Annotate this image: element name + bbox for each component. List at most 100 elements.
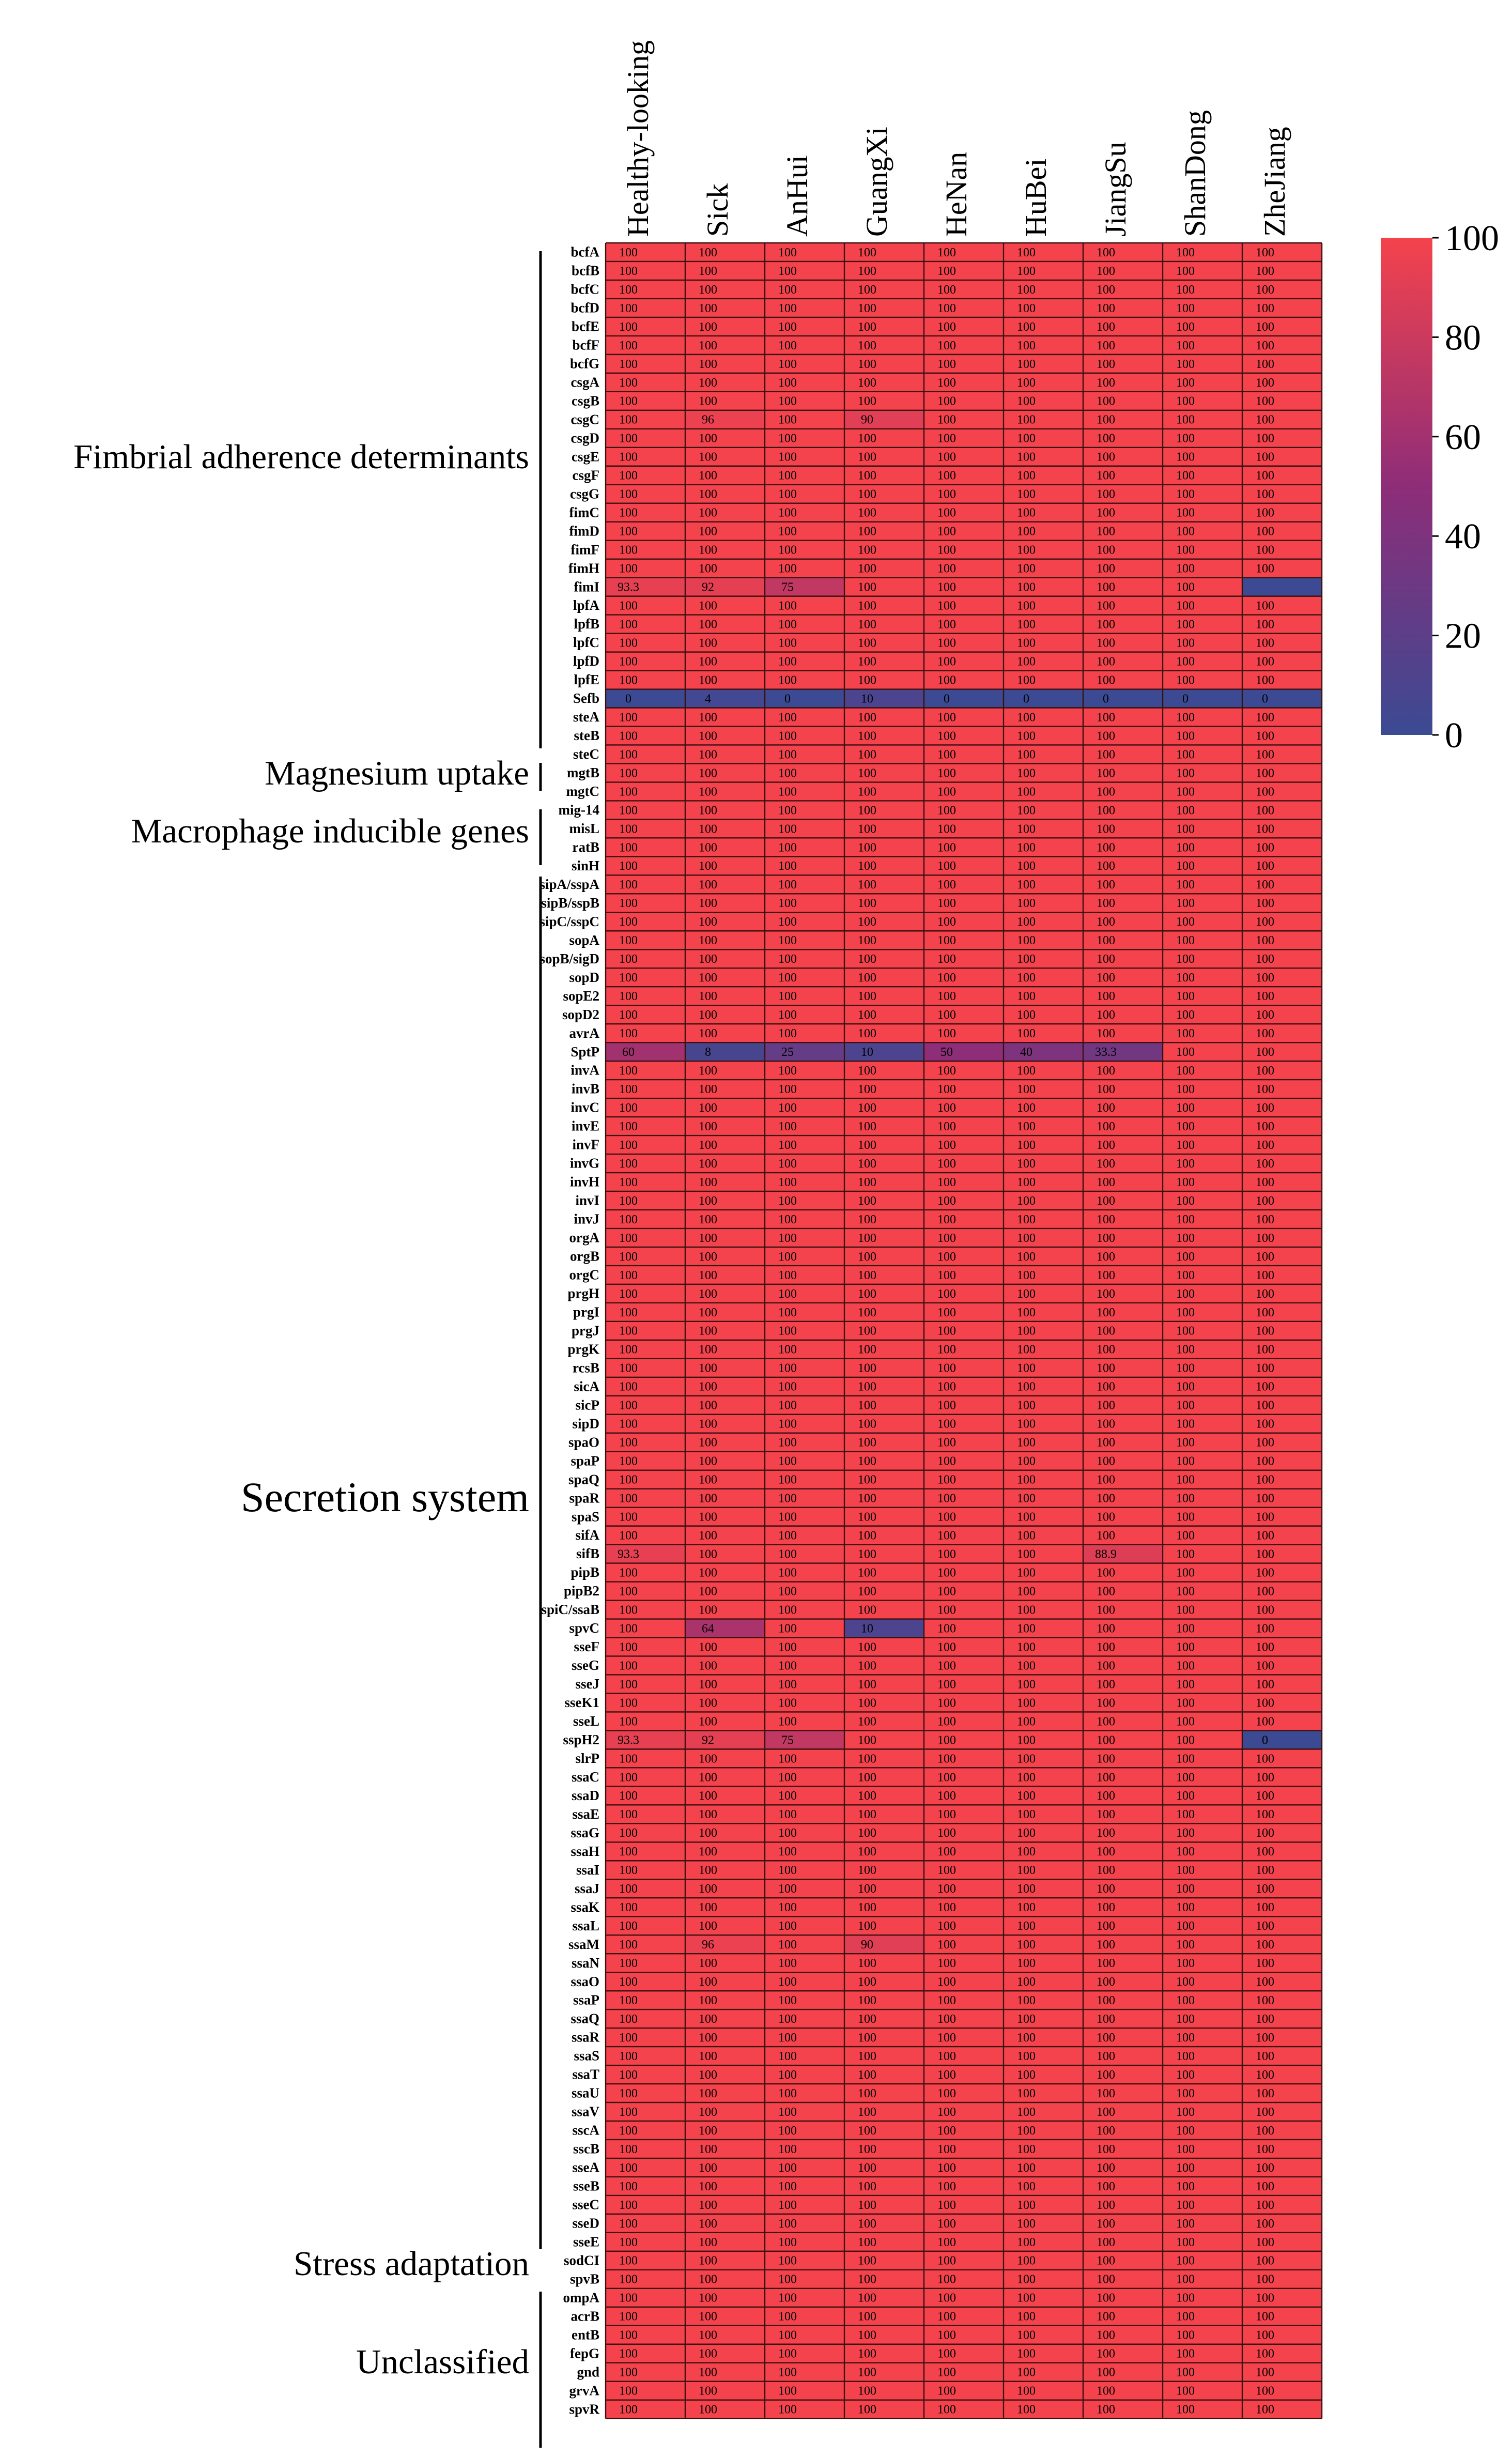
cell-value-label: 100 — [937, 358, 956, 371]
cell-value-label: 100 — [1176, 525, 1195, 539]
cell-value-label: 100 — [858, 1603, 876, 1617]
cell-value-label: 100 — [858, 711, 876, 724]
heatmap-cell — [924, 2251, 1004, 2270]
heatmap-cell — [844, 1358, 924, 1377]
heatmap-cell — [1242, 1507, 1322, 1526]
cell-value-label: 100 — [1256, 2403, 1274, 2417]
cell-value-label: 100 — [937, 1640, 956, 1654]
heatmap-cell — [1242, 2288, 1322, 2307]
heatmap-cell — [1083, 2362, 1163, 2382]
gene-label-spvr: spvR — [569, 2401, 599, 2417]
cell-value-label: 100 — [1256, 1008, 1274, 1022]
heatmap-cell — [924, 1972, 1004, 1991]
cell-value-label: 100 — [937, 1622, 956, 1635]
heatmap-cell — [1163, 2102, 1242, 2121]
cell-value-label: 100 — [858, 525, 876, 539]
cell-value-label: 100 — [1017, 413, 1036, 427]
cell-value-label: 100 — [937, 1399, 956, 1412]
cell-value-label: 100 — [1097, 822, 1115, 836]
heatmap-cell — [1083, 521, 1163, 541]
cell-value-label: 100 — [858, 1901, 876, 1914]
heatmap-cell — [924, 1005, 1004, 1024]
heatmap-cell — [765, 2344, 844, 2363]
cell-value-label: 100 — [1256, 953, 1274, 966]
heatmap-cell — [924, 2176, 1004, 2195]
cell-value-label: 100 — [619, 562, 638, 576]
cell-value-label: 100 — [778, 1362, 797, 1375]
heatmap-cell — [844, 968, 924, 987]
heatmap-cell — [606, 596, 685, 615]
heatmap-cell — [765, 484, 844, 503]
heatmap-cell — [1083, 1954, 1163, 1973]
cell-value-label: 100 — [778, 1343, 797, 1357]
cell-value-label: 100 — [937, 1157, 956, 1171]
heatmap-cell — [1083, 280, 1163, 299]
heatmap-cell — [1242, 1823, 1322, 1842]
heatmap-cell — [606, 2176, 685, 2195]
heatmap-cell — [924, 1247, 1004, 1266]
heatmap-cell — [1083, 1321, 1163, 1340]
gene-label-orgc: orgC — [569, 1267, 599, 1283]
heatmap-cell — [765, 1433, 844, 1452]
cell-value-label: 100 — [1176, 1659, 1195, 1672]
heatmap-cell — [844, 410, 924, 429]
cell-value-label: 100 — [1097, 1919, 1115, 1933]
heatmap-cell — [924, 521, 1004, 541]
heatmap-cell — [844, 1749, 924, 1768]
heatmap-cell — [844, 2121, 924, 2140]
heatmap-cell — [924, 1135, 1004, 1155]
cell-value-label: 0 — [1262, 1733, 1268, 1747]
cell-value-label: 100 — [778, 1529, 797, 1543]
cell-value-label: 100 — [1256, 1548, 1274, 1561]
heatmap-cell — [1163, 2232, 1242, 2251]
heatmap-cell — [606, 912, 685, 931]
cell-value-label: 100 — [778, 2329, 797, 2342]
cell-value-label: 100 — [1176, 1603, 1195, 1617]
heatmap-cell — [765, 1507, 844, 1526]
heatmap-cell — [1083, 763, 1163, 782]
heatmap-cell — [765, 540, 844, 559]
cell-value-label: 10 — [861, 692, 873, 705]
heatmap-cell — [765, 2381, 844, 2400]
cell-value-label: 100 — [699, 766, 717, 780]
cell-value-label: 100 — [937, 283, 956, 297]
cell-value-label: 100 — [778, 1511, 797, 1524]
cell-value-label: 100 — [699, 953, 717, 966]
heatmap-cell — [765, 2214, 844, 2233]
cell-value-label: 100 — [619, 302, 638, 315]
cell-value-label: 100 — [1256, 1938, 1274, 1952]
cell-value-label: 100 — [858, 2143, 876, 2156]
heatmap-cell — [1004, 2362, 1083, 2382]
cell-value-label: 100 — [699, 1008, 717, 1022]
heatmap-cell — [844, 1600, 924, 1619]
gene-label-sopd2: sopD2 — [562, 1007, 599, 1022]
heatmap-cell — [1163, 1954, 1242, 1973]
heatmap-cell — [765, 801, 844, 820]
group-label-macrophage-inducible-genes: Macrophage inducible genes — [131, 812, 529, 850]
heatmap-cell — [685, 391, 765, 410]
cell-value-label: 100 — [937, 1176, 956, 1189]
cell-value-label: 100 — [937, 990, 956, 1003]
gene-label-ssan: ssaN — [572, 1955, 600, 1971]
cell-value-label: 100 — [1256, 2161, 1274, 2175]
heatmap-cell — [1242, 1358, 1322, 1377]
cell-value-label: 100 — [937, 1436, 956, 1450]
heatmap-cell — [606, 1935, 685, 1954]
heatmap-cell — [765, 354, 844, 373]
cell-value-label: 100 — [778, 562, 797, 576]
heatmap-cell — [1242, 1526, 1322, 1545]
heatmap-cell — [1004, 763, 1083, 782]
cell-value-label: 100 — [937, 339, 956, 352]
cell-value-label: 100 — [1176, 841, 1195, 854]
heatmap-cell — [606, 243, 685, 262]
cell-value-label: 100 — [1097, 2385, 1115, 2398]
heatmap-cell — [1004, 1358, 1083, 1377]
heatmap-cell — [1004, 1005, 1083, 1024]
heatmap-cell — [1163, 1693, 1242, 1712]
heatmap-cell — [1083, 2381, 1163, 2400]
cell-value-label: 100 — [699, 1752, 717, 1765]
cell-value-label: 100 — [937, 1957, 956, 1970]
heatmap-cell — [685, 521, 765, 541]
cell-value-label: 100 — [1256, 1864, 1274, 1877]
cell-value-label: 100 — [778, 2217, 797, 2231]
